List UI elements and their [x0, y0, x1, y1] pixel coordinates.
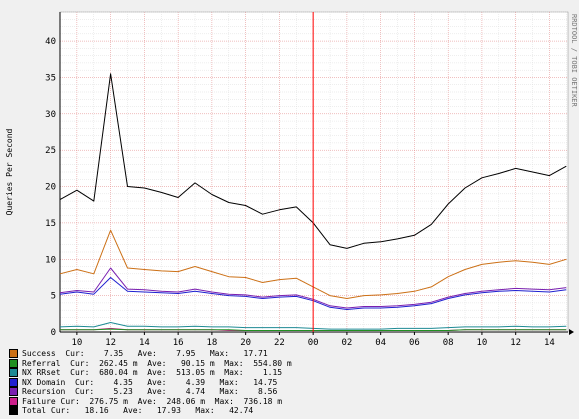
x-tick-label: 02 — [341, 338, 352, 348]
legend-entry: Total Cur: 18.16 Ave: 17.93 Max: 42.74 — [9, 406, 569, 416]
x-tick-label: 00 — [308, 338, 319, 348]
legend-text: NX Domain Cur: 4.35 Ave: 4.39 Max: 14.75 — [22, 377, 278, 387]
x-tick-label: 18 — [206, 338, 217, 348]
legend-text: Total Cur: 18.16 Ave: 17.93 Max: 42.74 — [22, 406, 254, 415]
y-axis: 0 5 10 15 20 25 30 35 40 — [45, 37, 56, 338]
legend-swatch — [9, 396, 18, 406]
y-tick-label: 0 — [51, 328, 56, 338]
legend-swatch — [9, 358, 18, 368]
legend-text: Recursion Cur: 5.23 Ave: 4.74 Max: 8.56 — [22, 387, 278, 396]
y-tick-label: 25 — [45, 146, 56, 156]
y-axis-label: Queries Per Second — [5, 128, 14, 215]
x-tick-label: 12 — [510, 338, 521, 348]
x-tick-label: 04 — [375, 338, 386, 348]
legend-swatch — [9, 349, 18, 359]
x-tick-label: 20 — [240, 338, 251, 348]
x-tick-label: 10 — [71, 338, 82, 348]
legend-swatch — [9, 406, 18, 416]
legend-entry: NX RRset Cur: 680.04 m Ave: 513.05 m Max… — [9, 368, 569, 378]
x-tick-label: 06 — [409, 338, 420, 348]
legend-text: Success Cur: 7.35 Ave: 7.95 Max: 17.71 — [22, 349, 268, 358]
x-tick-label: 22 — [274, 338, 285, 348]
y-tick-label: 35 — [45, 73, 56, 83]
grid — [59, 11, 568, 332]
legend-text: Referral Cur: 262.45 m Ave: 90.15 m Max:… — [22, 358, 292, 368]
x-tick-label: 08 — [443, 338, 454, 348]
y-tick-label: 30 — [45, 110, 56, 120]
legend: Success Cur: 7.35 Ave: 7.95 Max: 17.71 Re… — [9, 349, 569, 416]
y-tick-label: 15 — [45, 219, 56, 229]
legend-swatch — [9, 387, 18, 397]
y-tick-label: 10 — [45, 255, 56, 265]
legend-entry: NX Domain Cur: 4.35 Ave: 4.39 Max: 14.75 — [9, 378, 569, 388]
x-tick-label: 14 — [544, 338, 555, 348]
y-tick-label: 20 — [45, 183, 56, 193]
legend-text: NX RRset Cur: 680.04 m Ave: 513.05 m Max… — [22, 368, 283, 377]
x-tick-label: 14 — [139, 338, 150, 348]
legend-entry: Success Cur: 7.35 Ave: 7.95 Max: 17.71 — [9, 349, 569, 359]
y-tick-label: 40 — [45, 37, 56, 47]
legend-entry: Recursion Cur: 5.23 Ave: 4.74 Max: 8.56 — [9, 387, 569, 397]
legend-entry: Failure Cur: 276.75 m Ave: 248.06 m Max:… — [9, 397, 569, 407]
legend-entry: Referral Cur: 262.45 m Ave: 90.15 m Max:… — [9, 359, 569, 369]
legend-swatch — [9, 377, 18, 387]
x-tick-label: 12 — [105, 338, 116, 348]
legend-text: Failure Cur: 276.75 m Ave: 248.06 m Max:… — [22, 396, 283, 406]
watermark: RRDTOOL / TOBI OETIKER — [570, 14, 578, 108]
x-axis: 10 12 14 16 18 20 22 00 02 04 06 08 10 12 14 — [59, 12, 574, 348]
x-tick-label: 10 — [477, 338, 488, 348]
x-tick-label: 16 — [173, 338, 184, 348]
y-tick-label: 5 — [51, 292, 56, 302]
legend-swatch — [9, 368, 18, 378]
x-axis-arrow — [569, 329, 574, 335]
